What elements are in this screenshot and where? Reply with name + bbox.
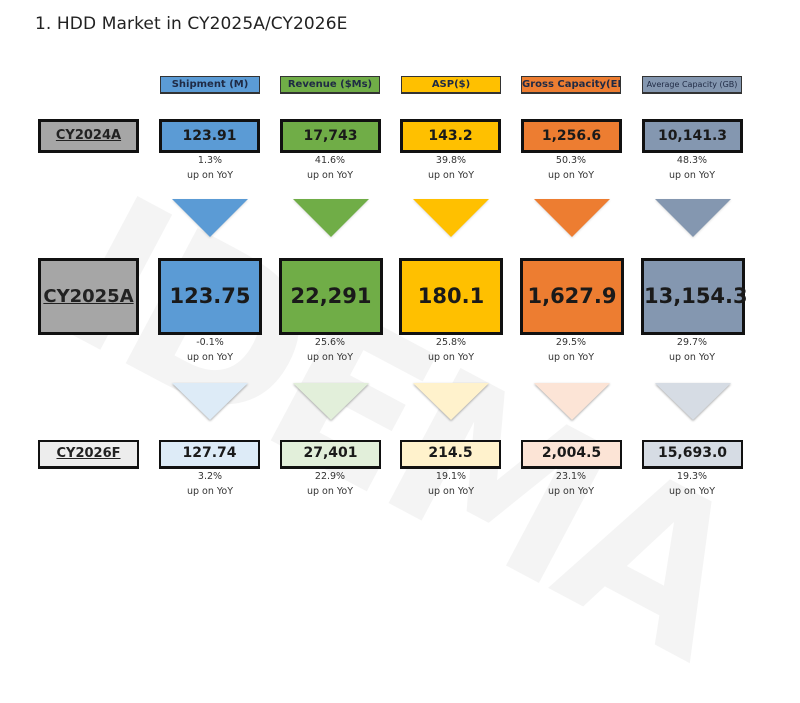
down-arrow-icon	[413, 383, 489, 420]
yoy-text: up on YoY	[547, 170, 595, 181]
down-arrow-icon	[655, 199, 731, 237]
yoy-text: up on YoY	[186, 352, 234, 363]
yoy-percent: 41.6%	[314, 155, 346, 166]
yoy-note: 23.1% up on YoY	[516, 469, 626, 499]
yoy-percent: 23.1%	[555, 471, 587, 482]
value-cell: 123.75	[158, 258, 262, 335]
yoy-note: -0.1% up on YoY	[155, 335, 265, 365]
header-shipment: Shipment (M)	[160, 76, 260, 94]
value-cell: 15,693.0	[642, 440, 743, 469]
yoy-text: up on YoY	[668, 170, 716, 181]
yoy-note: 25.8% up on YoY	[396, 335, 506, 365]
yoy-text: up on YoY	[427, 170, 475, 181]
yoy-note: 48.3% up on YoY	[637, 153, 747, 183]
yoy-percent: 39.8%	[435, 155, 467, 166]
down-arrow-icon	[172, 199, 248, 237]
down-arrow-icon	[655, 383, 731, 420]
yoy-text: up on YoY	[427, 486, 475, 497]
header-average-capacity: Average Capacity (GB)	[642, 76, 742, 94]
yoy-note: 39.8% up on YoY	[396, 153, 506, 183]
yoy-percent: 3.2%	[197, 471, 223, 482]
yoy-text: up on YoY	[306, 170, 354, 181]
yoy-note: 1.3% up on YoY	[155, 153, 265, 183]
yoy-percent: 25.8%	[435, 337, 467, 348]
yoy-note: 29.7% up on YoY	[637, 335, 747, 365]
yoy-percent: 19.3%	[676, 471, 708, 482]
value-cell: 17,743	[280, 119, 381, 153]
yoy-text: up on YoY	[186, 486, 234, 497]
yoy-text: up on YoY	[668, 486, 716, 497]
yoy-text: up on YoY	[186, 170, 234, 181]
value-cell: 13,154.3	[641, 258, 748, 335]
value-cell: 1,256.6	[521, 119, 622, 153]
value-cell: 123.91	[159, 119, 260, 153]
yoy-note: 29.5% up on YoY	[516, 335, 626, 365]
value-cell: 1,627.9	[520, 258, 624, 335]
yoy-percent: 19.1%	[435, 471, 467, 482]
value-cell: 2,004.5	[521, 440, 622, 469]
yoy-note: 50.3% up on YoY	[516, 153, 626, 183]
value-cell: 214.5	[400, 440, 501, 469]
header-asp: ASP($)	[401, 76, 501, 94]
yoy-note: 19.1% up on YoY	[396, 469, 506, 499]
value-cell: 180.1	[399, 258, 503, 335]
yoy-percent: 29.7%	[676, 337, 708, 348]
down-arrow-icon	[293, 383, 369, 420]
header-gross-capacity: Gross Capacity(EB)	[521, 76, 621, 94]
row-label-cy2025a: CY2025A	[38, 258, 139, 335]
down-arrow-icon	[534, 383, 610, 420]
yoy-percent: 48.3%	[676, 155, 708, 166]
yoy-text: up on YoY	[306, 352, 354, 363]
down-arrow-icon	[172, 383, 248, 420]
down-arrow-icon	[293, 199, 369, 237]
value-cell: 143.2	[400, 119, 501, 153]
yoy-text: up on YoY	[306, 486, 354, 497]
yoy-note: 3.2% up on YoY	[155, 469, 265, 499]
yoy-percent: 25.6%	[314, 337, 346, 348]
down-arrow-icon	[413, 199, 489, 237]
yoy-percent: 50.3%	[555, 155, 587, 166]
yoy-text: up on YoY	[547, 486, 595, 497]
yoy-percent: 22.9%	[314, 471, 346, 482]
row-label-cy2026f: CY2026F	[38, 440, 139, 469]
value-cell: 127.74	[159, 440, 260, 469]
value-cell: 10,141.3	[642, 119, 743, 153]
down-arrow-icon	[534, 199, 610, 237]
yoy-text: up on YoY	[547, 352, 595, 363]
yoy-percent: 1.3%	[197, 155, 223, 166]
yoy-note: 25.6% up on YoY	[275, 335, 385, 365]
yoy-note: 41.6% up on YoY	[275, 153, 385, 183]
yoy-text: up on YoY	[427, 352, 475, 363]
yoy-note: 22.9% up on YoY	[275, 469, 385, 499]
header-revenue: Revenue ($Ms)	[280, 76, 380, 94]
yoy-percent: -0.1%	[196, 337, 224, 348]
yoy-percent: 29.5%	[555, 337, 587, 348]
yoy-note: 19.3% up on YoY	[637, 469, 747, 499]
page-title: 1. HDD Market in CY2025A/CY2026E	[35, 14, 348, 34]
row-label-cy2024a: CY2024A	[38, 119, 139, 153]
value-cell: 22,291	[279, 258, 383, 335]
value-cell: 27,401	[280, 440, 381, 469]
yoy-text: up on YoY	[668, 352, 716, 363]
